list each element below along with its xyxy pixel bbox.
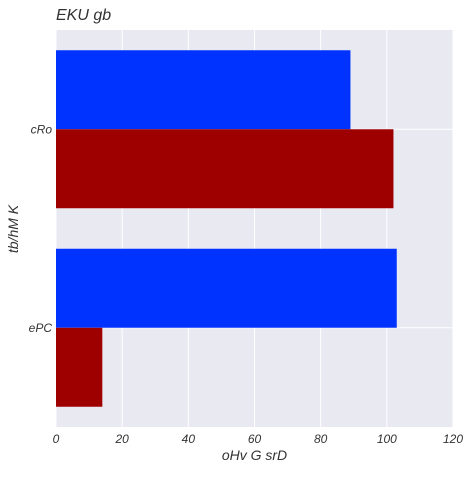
x-tick-label: 20 xyxy=(114,432,129,446)
x-tick-label: 40 xyxy=(182,432,196,446)
bar-cRo-series-2 xyxy=(56,129,394,209)
bars xyxy=(56,50,397,407)
bar-ePC-series-2 xyxy=(56,327,103,407)
bar-cRo-series-1 xyxy=(56,50,351,130)
x-tick-labels: 0 20 40 60 80 100 120 xyxy=(53,432,464,446)
chart-title: EKU gb xyxy=(56,7,111,24)
y-axis-label: tb/hM K xyxy=(5,204,21,253)
x-tick-label: 80 xyxy=(314,432,328,446)
x-tick-label: 0 xyxy=(53,432,60,446)
x-axis-label: oHv G srD xyxy=(222,447,287,463)
y-tick-labels: cRo ePC xyxy=(29,122,53,335)
x-tick-label: 100 xyxy=(377,432,397,446)
x-tick-label: 120 xyxy=(443,432,463,446)
y-tick-label: ePC xyxy=(29,321,53,335)
y-tick-label: cRo xyxy=(31,122,53,136)
x-tick-label: 60 xyxy=(248,432,262,446)
bar-ePC-series-1 xyxy=(56,248,397,328)
